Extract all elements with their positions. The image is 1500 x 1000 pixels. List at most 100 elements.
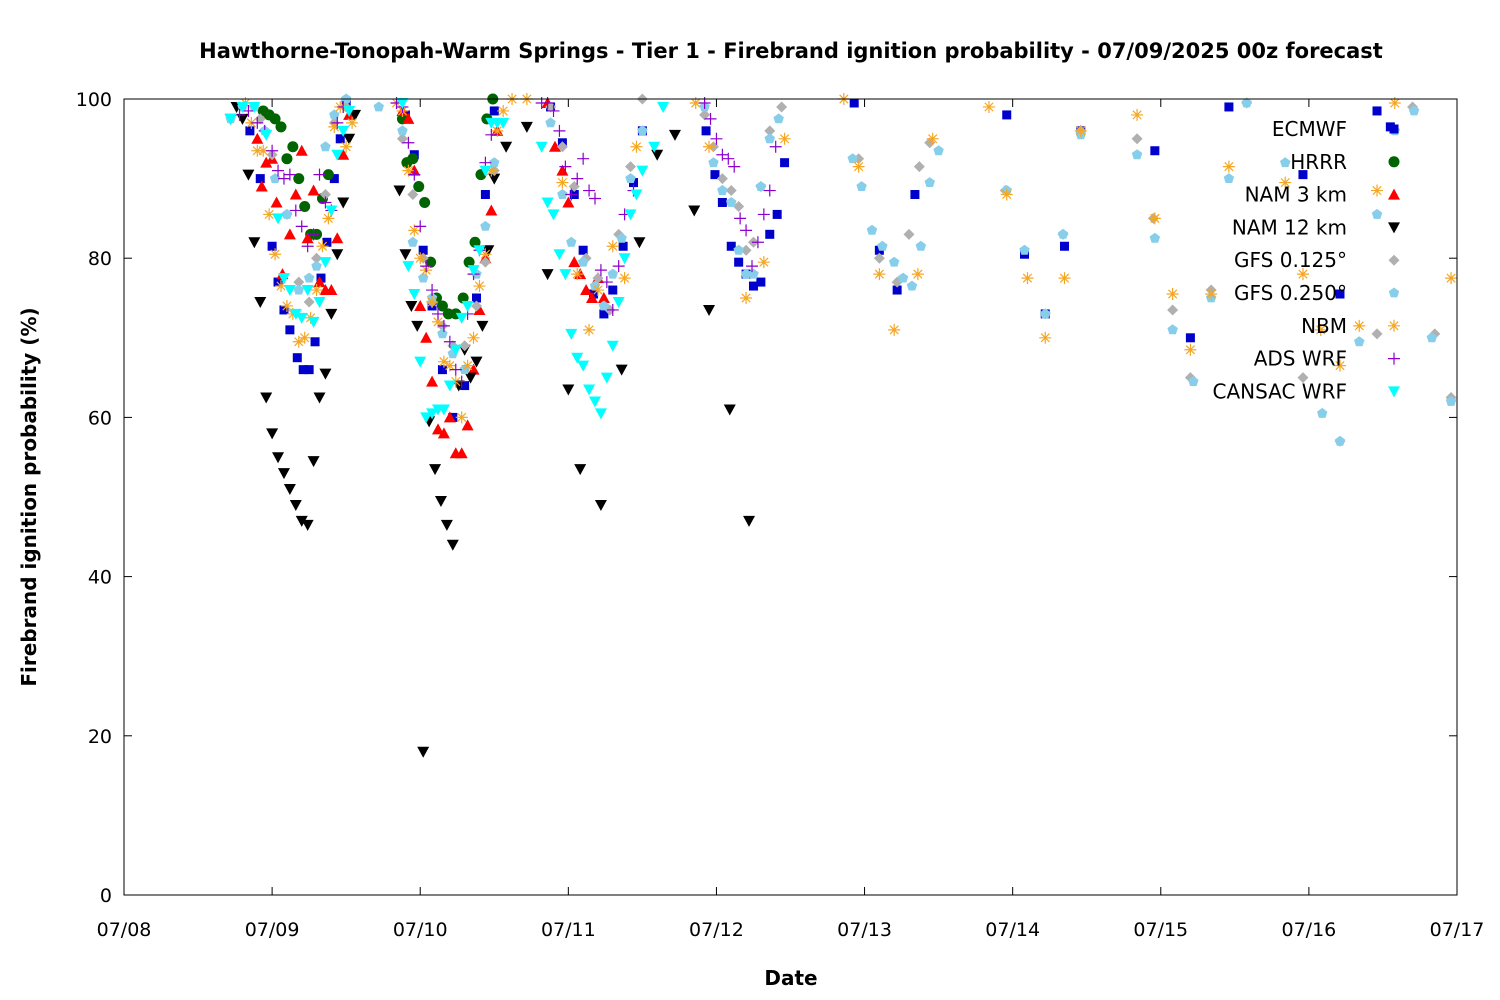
- legend-label: HRRR: [1290, 150, 1347, 174]
- data-point: [467, 363, 480, 375]
- data-point: [1426, 332, 1438, 343]
- data-point: [591, 284, 604, 297]
- data-point: [1148, 212, 1161, 225]
- data-point: [565, 328, 578, 340]
- data-point: [292, 335, 305, 348]
- data-point: [408, 168, 421, 181]
- data-point: [1408, 105, 1420, 116]
- data-point: [740, 224, 753, 237]
- data-point: [1371, 184, 1384, 197]
- data-point: [589, 289, 599, 299]
- data-point: [1149, 232, 1161, 243]
- data-point: [277, 468, 290, 480]
- data-point: [471, 300, 483, 312]
- data-point: [607, 268, 618, 279]
- data-point: [571, 268, 584, 281]
- data-point: [436, 300, 448, 312]
- legend-marker: [1388, 222, 1400, 234]
- data-point: [325, 284, 338, 296]
- data-point: [242, 104, 255, 117]
- data-point: [455, 411, 468, 424]
- data-point: [408, 289, 421, 301]
- data-point: [319, 196, 332, 209]
- data-point: [556, 176, 569, 189]
- data-point: [449, 344, 462, 356]
- data-point: [636, 165, 649, 177]
- data-point: [598, 300, 610, 311]
- data-point: [260, 156, 273, 168]
- data-point: [340, 140, 353, 153]
- data-point: [600, 276, 613, 289]
- data-point: [776, 101, 788, 113]
- data-point: [313, 168, 326, 181]
- data-point: [597, 292, 610, 303]
- data-point: [319, 189, 331, 201]
- data-point: [1335, 289, 1345, 299]
- data-point: [402, 112, 415, 124]
- data-point: [1241, 97, 1252, 108]
- legend-marker: [1388, 386, 1400, 398]
- data-point: [320, 141, 331, 152]
- data-point: [541, 269, 554, 281]
- data-point: [411, 320, 424, 332]
- data-point: [443, 380, 456, 392]
- y-tick-label: 80: [88, 248, 112, 270]
- data-point: [594, 499, 607, 511]
- data-point: [419, 196, 431, 208]
- data-point: [476, 320, 489, 332]
- data-point: [459, 340, 471, 352]
- data-point: [1297, 372, 1309, 384]
- series-8: [224, 97, 670, 424]
- data-point: [873, 252, 885, 264]
- legend-marker: [1389, 124, 1399, 134]
- data-point: [299, 200, 311, 212]
- data-point: [600, 372, 613, 384]
- data-point: [402, 261, 415, 273]
- data-point: [751, 236, 764, 249]
- data-point: [726, 197, 737, 207]
- data-point: [913, 161, 925, 173]
- data-point: [866, 224, 878, 235]
- data-point: [272, 213, 285, 225]
- data-point: [612, 296, 625, 308]
- data-point: [557, 189, 568, 199]
- legend-marker: [1388, 319, 1400, 332]
- data-point: [877, 240, 888, 251]
- data-point: [743, 515, 756, 527]
- data-point: [689, 96, 702, 109]
- data-point: [1296, 268, 1309, 281]
- data-point: [497, 104, 510, 117]
- data-point: [322, 212, 335, 225]
- data-point: [319, 257, 332, 269]
- series-4: [254, 93, 1457, 447]
- data-point: [764, 133, 775, 144]
- data-point: [396, 133, 408, 145]
- y-axis-label: Firebrand ignition probability (%): [17, 307, 41, 686]
- data-point: [402, 164, 415, 177]
- data-point: [331, 232, 344, 244]
- data-point: [556, 164, 569, 176]
- data-point: [612, 260, 625, 273]
- data-point: [343, 105, 356, 117]
- data-point: [266, 144, 279, 157]
- data-point: [888, 323, 901, 336]
- data-point: [545, 117, 556, 128]
- data-point: [337, 148, 350, 160]
- data-point: [479, 256, 491, 268]
- data-point: [310, 337, 320, 347]
- y-tick-label: 40: [88, 567, 112, 589]
- data-point: [479, 165, 492, 177]
- data-point: [437, 328, 448, 339]
- data-point: [924, 177, 935, 187]
- data-point: [897, 272, 909, 283]
- data-point: [710, 170, 720, 180]
- data-point: [637, 125, 648, 136]
- axis-ticks: 07/08 07/09 07/10 07/11 07/12 07/13 07/14 07/15…: [76, 89, 1485, 941]
- data-point: [535, 141, 548, 153]
- legend-label: CANSAC WRF: [1212, 379, 1347, 403]
- data-point: [301, 285, 314, 297]
- data-point: [310, 284, 323, 297]
- data-point: [251, 132, 264, 144]
- data-point: [1334, 435, 1346, 446]
